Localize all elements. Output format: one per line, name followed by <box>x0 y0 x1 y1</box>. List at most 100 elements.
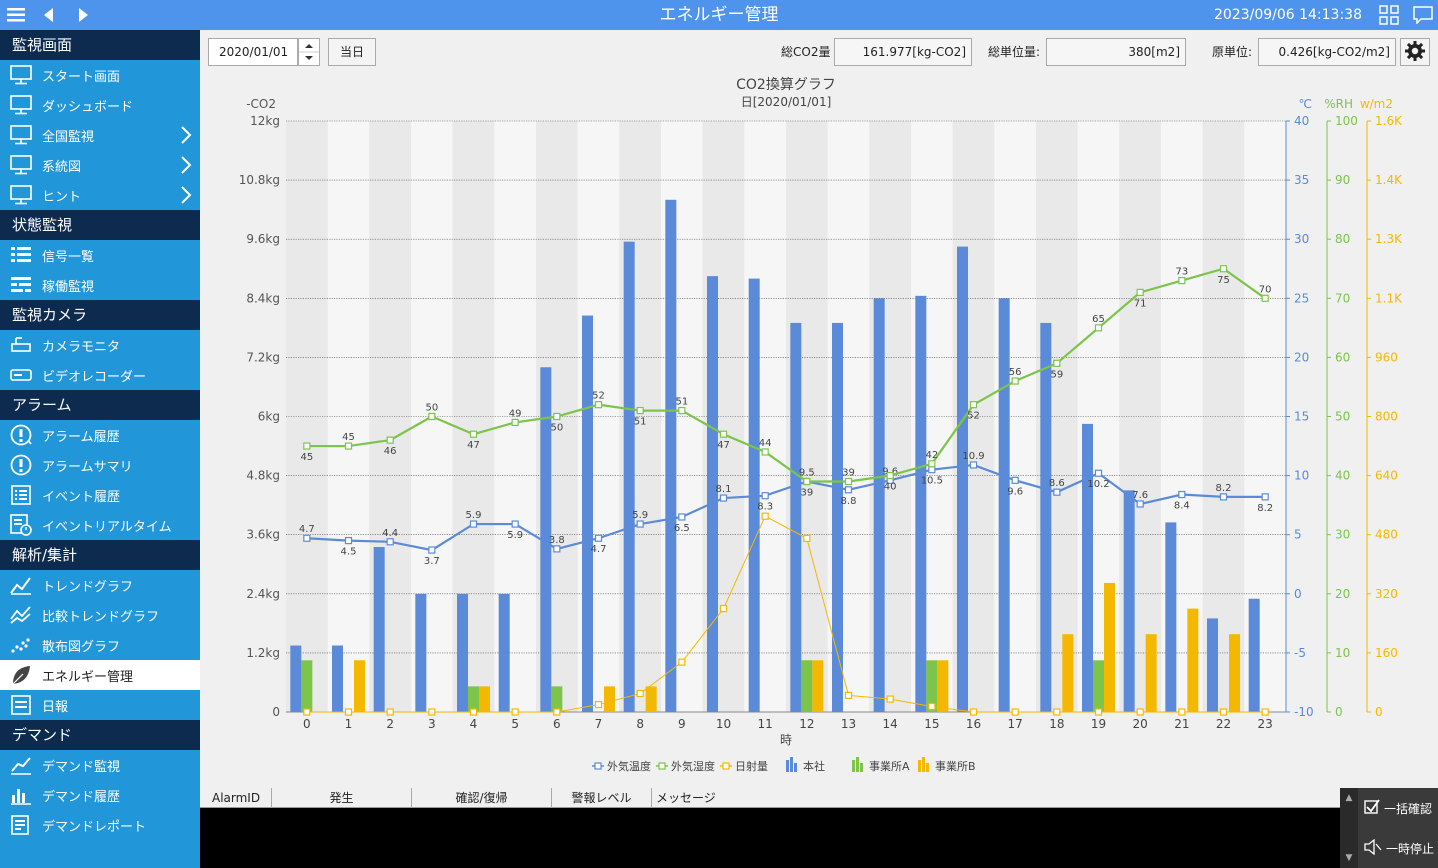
sidebar-item[interactable]: イベント履歴 <box>0 480 200 510</box>
sidebar-item[interactable]: トレンドグラフ <box>0 570 200 600</box>
sidebar-item[interactable]: 比較トレンドグラフ <box>0 600 200 630</box>
sidebar-item[interactable]: 全国監視 <box>0 120 200 150</box>
y-axis-humidity-tick: 0 <box>1335 705 1343 719</box>
data-label: 5.9 <box>507 530 523 541</box>
y-tick-co2: 4.8kg <box>246 469 280 483</box>
date-input[interactable]: 2020/01/01 <box>208 38 298 66</box>
data-label: 71 <box>1134 298 1147 309</box>
monitor-icon <box>8 124 34 146</box>
bar-honsha <box>915 295 927 712</box>
point-marker <box>1261 294 1269 302</box>
sidebar-item[interactable]: イベントリアルタイム <box>0 510 200 540</box>
data-label: 4.4 <box>382 528 398 539</box>
sidebar-item[interactable]: ヒント <box>0 180 200 210</box>
sidebar-item[interactable]: 稼働監視 <box>0 270 200 300</box>
sidebar-item[interactable]: 信号一覧 <box>0 240 200 270</box>
x-tick: 9 <box>678 717 686 731</box>
bar-honsha <box>832 322 843 712</box>
chevron-right-icon[interactable] <box>180 126 192 148</box>
sidebar-item-label: デマンドレポート <box>42 819 147 835</box>
legend-marker <box>722 762 730 770</box>
y-axis-humidity-tick: 40 <box>1335 469 1350 483</box>
col-occurred[interactable]: 発生 <box>272 788 412 808</box>
sidebar-item-label: ダッシュボード <box>42 99 134 115</box>
y-axis-humidity-label: %RH <box>1324 97 1353 111</box>
forward-arrow-icon[interactable] <box>76 0 90 30</box>
x-tick: 5 <box>511 717 519 731</box>
gear-icon <box>1404 40 1426 65</box>
chevron-right-icon[interactable] <box>180 156 192 178</box>
back-arrow-icon[interactable] <box>42 0 56 30</box>
col-alarm-level[interactable]: 警報レベル <box>552 788 652 808</box>
point-marker <box>1094 324 1103 332</box>
y-axis-label-co2: -CO2 <box>246 97 276 111</box>
scroll-down-icon[interactable]: ▼ <box>1345 853 1353 863</box>
y-axis-temp-label: ℃ <box>1299 97 1312 111</box>
data-label: 39 <box>800 488 813 499</box>
confirm-all-button[interactable]: 一括確認 <box>1358 788 1438 828</box>
point-marker <box>1094 708 1103 716</box>
scroll-up-icon[interactable]: ▲ <box>1345 793 1353 803</box>
sidebar-item[interactable]: アラーム履歴 <box>0 420 200 450</box>
data-label: 4.7 <box>591 544 607 555</box>
bar-office-b <box>604 686 615 712</box>
y-axis-solar-label: w/m2 <box>1360 97 1393 111</box>
legend-label: 事業所B <box>935 760 976 773</box>
col-alarm-id[interactable]: AlarmID <box>200 788 272 808</box>
sidebar-item[interactable]: デマンドレポート <box>0 810 200 840</box>
sidebar-item[interactable]: ビデオレコーダー <box>0 360 200 390</box>
sidebar-item[interactable]: スタート画面 <box>0 60 200 90</box>
alarm-scrollbar[interactable]: ▲ ▼ <box>1340 788 1358 868</box>
today-button[interactable]: 当日 <box>328 38 376 66</box>
sidebar-item[interactable]: デマンド監視 <box>0 750 200 780</box>
sidebar-item-label: ビデオレコーダー <box>42 369 147 385</box>
confirm-all-label: 一括確認 <box>1384 801 1433 816</box>
sidebar-item-label: 日報 <box>42 699 69 715</box>
data-label: 5.9 <box>632 510 648 521</box>
col-confirm-restore[interactable]: 確認/復帰 <box>412 788 552 808</box>
point-marker <box>344 442 353 450</box>
sidebar-item[interactable]: 散布図グラフ <box>0 630 200 660</box>
sidebar-item[interactable]: アラームサマリ <box>0 450 200 480</box>
sidebar-item[interactable]: ダッシュボード <box>0 90 200 120</box>
data-label: 10.5 <box>921 476 943 487</box>
x-tick: 2 <box>386 717 394 731</box>
message-icon[interactable] <box>1412 0 1434 30</box>
bar-office-a <box>551 686 563 712</box>
sidebar-item[interactable]: カメラモニタ <box>0 330 200 360</box>
alarm-table-header: AlarmID 発生 確認/復帰 警報レベル メッセージ <box>200 788 1340 808</box>
y-axis-solar-tick: 1.6K <box>1375 114 1403 128</box>
x-tick: 18 <box>1049 717 1064 731</box>
point-marker <box>1219 265 1228 273</box>
sidebar-item-label: イベント履歴 <box>42 489 121 505</box>
bar-office-b <box>1062 634 1074 712</box>
menu-icon[interactable] <box>6 0 26 30</box>
sidebar-item[interactable]: デマンド履歴 <box>0 780 200 810</box>
sidebar-item[interactable]: 日報 <box>0 690 200 720</box>
grid-view-icon[interactable] <box>1378 0 1400 30</box>
point-marker <box>803 477 811 486</box>
y-axis-solar-tick: 1.3K <box>1375 232 1403 246</box>
point-marker <box>1053 488 1061 496</box>
x-tick: 12 <box>799 717 814 731</box>
point-marker <box>386 708 394 716</box>
event-history-icon <box>8 484 34 506</box>
pause-button[interactable]: 一時停止 <box>1358 828 1438 868</box>
point-marker <box>1011 476 1019 484</box>
bar-office-a <box>1093 660 1104 712</box>
col-message[interactable]: メッセージ <box>656 791 716 805</box>
legend-bar-swatch <box>852 760 855 772</box>
sidebar-item-label: 散布図グラフ <box>42 639 121 655</box>
sidebar-item[interactable]: 系統図 <box>0 150 200 180</box>
settings-button[interactable] <box>1400 38 1430 66</box>
demand-report-icon <box>8 814 34 836</box>
chevron-right-icon[interactable] <box>180 186 192 208</box>
sidebar-item-label: スタート画面 <box>42 69 121 85</box>
x-tick: 10 <box>716 717 731 731</box>
sidebar-item[interactable]: エネルギー管理 <box>0 660 200 690</box>
x-tick: 4 <box>470 717 478 731</box>
x-tick: 22 <box>1216 717 1231 731</box>
point-marker <box>1136 500 1144 508</box>
date-spinner[interactable] <box>298 38 320 66</box>
